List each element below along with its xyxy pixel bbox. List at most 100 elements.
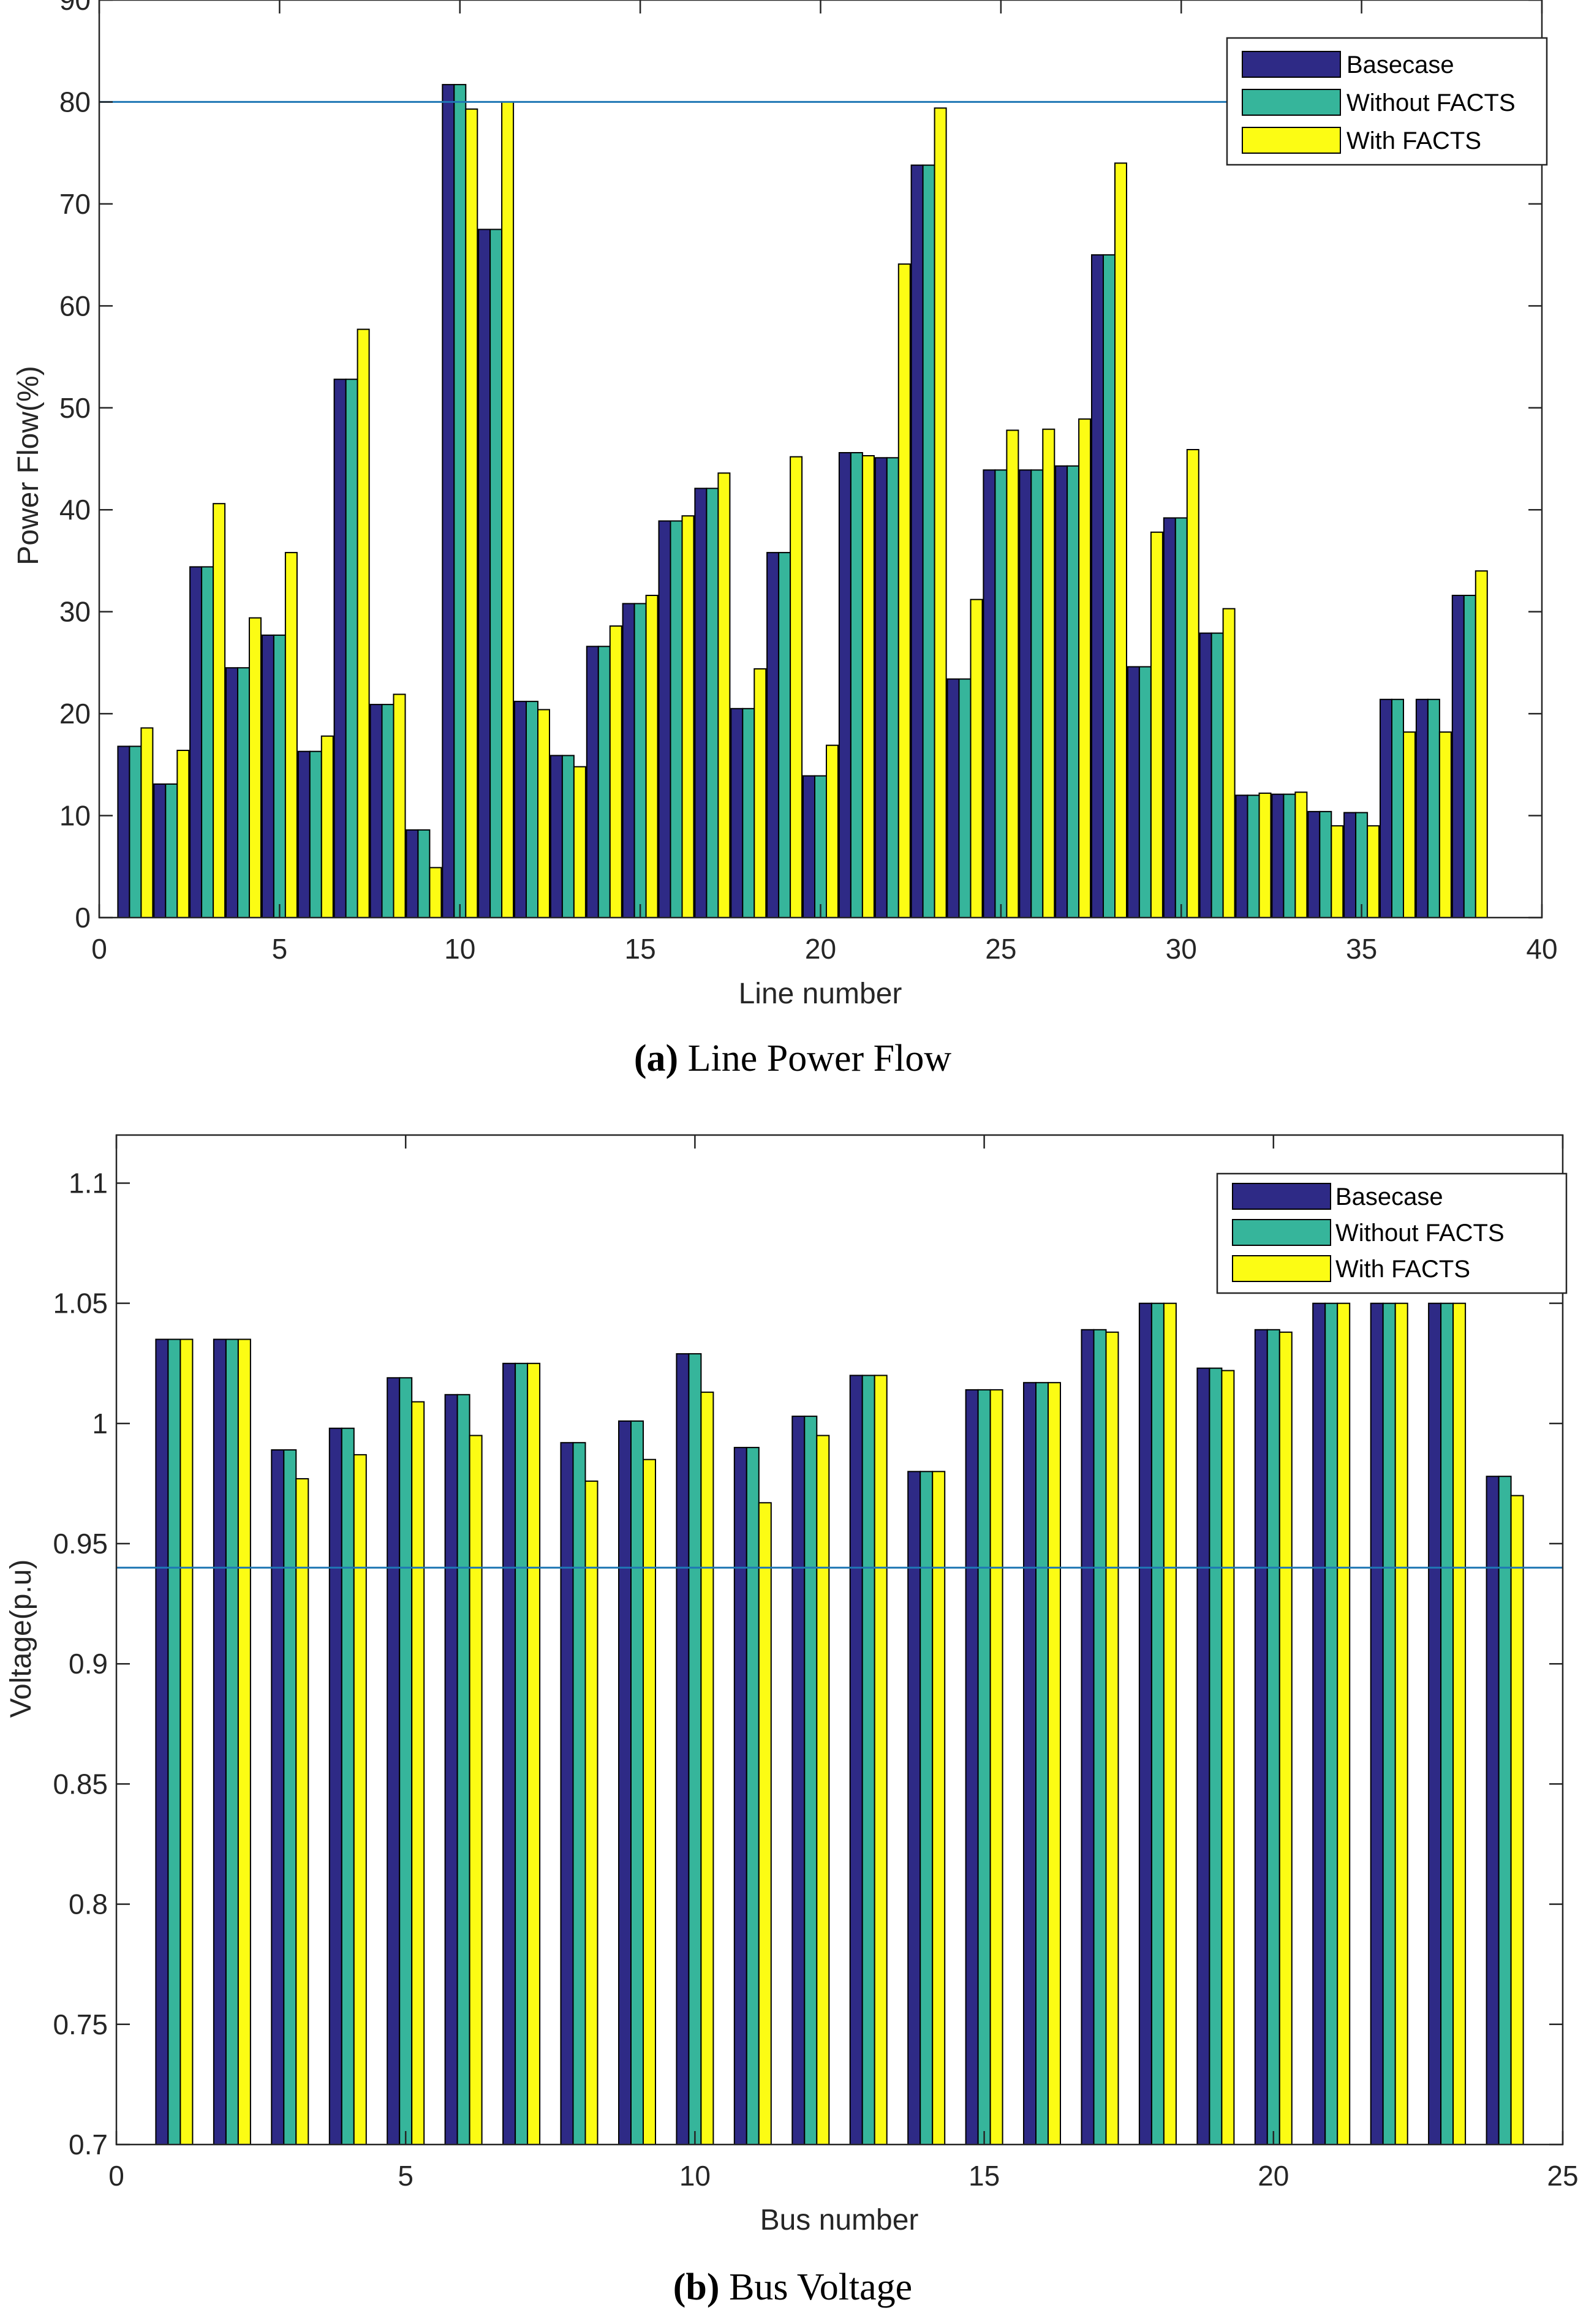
bar-without-facts-23 bbox=[922, 164, 935, 919]
y-tick-label: 40 bbox=[59, 494, 91, 526]
bar-without-facts-16 bbox=[1035, 1382, 1049, 2145]
bar-basecase-23 bbox=[910, 164, 924, 919]
bar-with-facts-33 bbox=[1294, 791, 1308, 919]
bar-without-facts-10 bbox=[688, 1353, 702, 2146]
bar-basecase-33 bbox=[1271, 793, 1285, 918]
bar-with-facts-24 bbox=[1510, 1495, 1524, 2146]
y-tick-label: 0.7 bbox=[69, 2129, 108, 2160]
bar-basecase-8 bbox=[369, 704, 383, 918]
y-tick-label: 1.05 bbox=[53, 1288, 108, 1319]
y-axis-label: Voltage(p.u) bbox=[5, 1560, 37, 1718]
bar-without-facts-12 bbox=[526, 701, 538, 918]
y-tick-label: 90 bbox=[59, 0, 91, 16]
bar-with-facts-16 bbox=[1048, 1382, 1061, 2145]
bar-with-facts-5 bbox=[411, 1401, 425, 2145]
bar-with-facts-12 bbox=[816, 1435, 830, 2145]
bar-basecase-20 bbox=[1254, 1329, 1268, 2145]
legend-label-with-facts: With FACTS bbox=[1346, 127, 1481, 154]
bar-without-facts-21 bbox=[850, 452, 863, 918]
bar-basecase-10 bbox=[442, 84, 455, 919]
bar-without-facts-8 bbox=[381, 704, 395, 918]
bar-basecase-6 bbox=[444, 1394, 458, 2145]
x-tick-label: 30 bbox=[1166, 933, 1197, 965]
bar-without-facts-23 bbox=[1440, 1302, 1454, 2145]
bar-without-facts-3 bbox=[201, 566, 214, 918]
bar-basecase-37 bbox=[1415, 698, 1429, 919]
bar-without-facts-11 bbox=[746, 1447, 760, 2146]
bar-with-facts-7 bbox=[527, 1362, 541, 2145]
bar-with-facts-31 bbox=[1222, 608, 1236, 918]
bar-basecase-13 bbox=[549, 755, 563, 919]
bar-without-facts-16 bbox=[670, 520, 683, 918]
bar-without-facts-9 bbox=[630, 1420, 644, 2145]
bar-basecase-15 bbox=[965, 1389, 979, 2145]
bar-without-facts-32 bbox=[1247, 794, 1260, 919]
bar-basecase-7 bbox=[333, 379, 347, 918]
bar-with-facts-28 bbox=[1114, 162, 1127, 918]
bar-without-facts-36 bbox=[1391, 698, 1404, 919]
legend-label-basecase: Basecase bbox=[1335, 1183, 1443, 1210]
bar-without-facts-7 bbox=[515, 1362, 529, 2145]
y-tick-label: 0 bbox=[75, 902, 91, 934]
bar-with-facts-2 bbox=[237, 1338, 251, 2145]
bar-without-facts-1 bbox=[167, 1338, 181, 2145]
x-tick-label: 15 bbox=[969, 2160, 1000, 2192]
bar-basecase-36 bbox=[1380, 698, 1392, 919]
bar-basecase-17 bbox=[694, 488, 708, 918]
caption-b: (b) Bus Voltage bbox=[673, 2266, 912, 2308]
bar-basecase-14 bbox=[586, 646, 599, 919]
bar-with-facts-5 bbox=[284, 552, 298, 918]
bar-basecase-17 bbox=[1081, 1329, 1095, 2145]
bar-with-facts-8 bbox=[393, 693, 406, 918]
bar-with-facts-13 bbox=[573, 766, 586, 918]
bar-basecase-30 bbox=[1163, 517, 1176, 918]
bar-with-facts-22 bbox=[897, 263, 911, 919]
bar-with-facts-9 bbox=[429, 867, 442, 919]
y-tick-group: 0.7 0.75 0.8 0.85 0.9 0.95 1 1.05 1.1 bbox=[53, 1168, 1563, 2160]
bar-basecase-27 bbox=[1055, 465, 1068, 918]
bar-with-facts-17 bbox=[1105, 1331, 1119, 2145]
bar-with-facts-2 bbox=[176, 750, 190, 918]
bar-without-facts-26 bbox=[1030, 469, 1044, 918]
bar-with-facts-25 bbox=[1006, 429, 1019, 918]
bar-basecase-20 bbox=[802, 775, 815, 918]
y-axis-label: Power Flow(%) bbox=[12, 366, 45, 565]
bar-with-facts-14 bbox=[609, 625, 622, 918]
bar-with-facts-11 bbox=[758, 1502, 772, 2145]
x-tick-label: 5 bbox=[398, 2160, 413, 2192]
bar-basecase-32 bbox=[1235, 794, 1248, 919]
bar-without-facts-2 bbox=[165, 783, 178, 918]
bar-basecase-1 bbox=[155, 1338, 169, 2145]
legend-swatch-without-facts bbox=[1242, 89, 1341, 116]
bar-basecase-6 bbox=[297, 750, 311, 918]
y-tick-label: 0.95 bbox=[53, 1528, 108, 1560]
bar-without-facts-14 bbox=[920, 1471, 934, 2145]
caption-label: (a) bbox=[634, 1038, 678, 1079]
x-tick-label: 35 bbox=[1346, 933, 1377, 965]
bar-with-facts-27 bbox=[1078, 418, 1092, 918]
bar-basecase-2 bbox=[153, 783, 167, 918]
bar-with-facts-26 bbox=[1042, 428, 1055, 918]
x-tick-label: 0 bbox=[108, 2160, 124, 2192]
bar-basecase-18 bbox=[1138, 1302, 1152, 2145]
bar-basecase-21 bbox=[838, 452, 852, 918]
bar-without-facts-14 bbox=[597, 646, 611, 919]
bar-with-facts-1 bbox=[179, 1338, 194, 2145]
bar-basecase-12 bbox=[514, 701, 527, 918]
bar-basecase-31 bbox=[1199, 632, 1212, 918]
y-tick-label: 60 bbox=[59, 290, 91, 322]
bar-basecase-21 bbox=[1312, 1302, 1326, 2145]
y-tick-label: 0.9 bbox=[69, 1648, 108, 1680]
bar-basecase-25 bbox=[983, 469, 996, 918]
bar-without-facts-24 bbox=[1498, 1476, 1512, 2145]
bar-basecase-18 bbox=[730, 707, 744, 919]
x-tick-label: 10 bbox=[679, 2160, 711, 2192]
bar-with-facts-36 bbox=[1403, 731, 1416, 918]
bar-without-facts-17 bbox=[706, 488, 719, 918]
bar-without-facts-15 bbox=[977, 1389, 991, 2145]
bar-basecase-14 bbox=[907, 1471, 921, 2145]
bar-without-facts-18 bbox=[742, 707, 755, 919]
y-tick-label: 0.85 bbox=[53, 1768, 108, 1800]
x-tick-label: 20 bbox=[1258, 2160, 1289, 2192]
bar-with-facts-24 bbox=[970, 598, 983, 918]
